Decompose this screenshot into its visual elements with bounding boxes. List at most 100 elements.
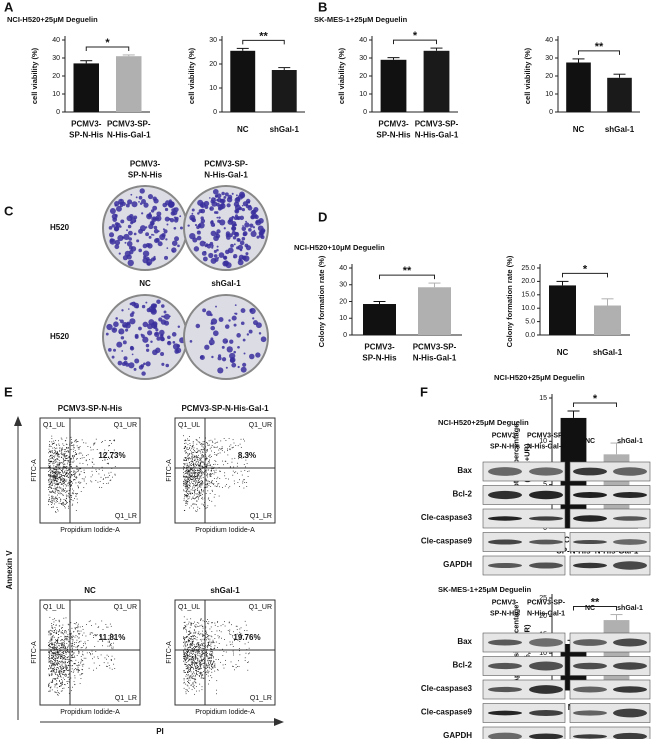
event (59, 680, 60, 681)
event (187, 448, 189, 450)
event (190, 461, 192, 463)
event (66, 485, 67, 487)
event (185, 657, 187, 659)
event (51, 438, 53, 440)
event (185, 488, 187, 490)
colony (159, 233, 166, 241)
event (108, 463, 109, 465)
event (205, 459, 207, 461)
event (104, 459, 106, 461)
event (191, 460, 193, 462)
event (186, 641, 187, 643)
event (198, 650, 200, 652)
event (83, 632, 85, 634)
blot-band (573, 710, 607, 716)
significance: * (413, 30, 418, 42)
event (209, 628, 211, 630)
event (208, 641, 209, 643)
event (65, 458, 67, 459)
event (64, 650, 66, 652)
event (78, 468, 80, 470)
event (201, 454, 203, 456)
event (235, 445, 237, 446)
event (203, 635, 205, 636)
event (222, 655, 224, 656)
event (68, 490, 70, 492)
event (190, 492, 192, 494)
x-tick-label: PCMV3-SP-N-His-Gal-1 (107, 120, 151, 140)
event (71, 504, 73, 506)
event (77, 627, 79, 629)
event (49, 444, 50, 445)
event (93, 444, 94, 446)
event (77, 486, 79, 488)
colony (118, 331, 121, 334)
event (222, 623, 224, 625)
event (241, 457, 243, 459)
event (200, 452, 202, 454)
event (62, 668, 64, 669)
event (206, 450, 208, 452)
event (64, 455, 66, 457)
event (60, 690, 62, 692)
blot-band (573, 467, 607, 476)
event (207, 637, 209, 639)
event (70, 622, 72, 624)
event (55, 472, 57, 474)
event (197, 647, 199, 649)
event (206, 652, 208, 654)
event (97, 640, 99, 642)
event (229, 629, 231, 631)
event (202, 642, 204, 644)
event (52, 490, 53, 492)
event (70, 459, 71, 461)
colony (199, 240, 206, 247)
event (65, 636, 67, 637)
colony (230, 243, 234, 248)
event (186, 650, 187, 652)
blot-strip (482, 508, 566, 529)
outer-y-label: Annexin V (5, 550, 14, 590)
event (64, 487, 66, 489)
bar (418, 287, 451, 335)
colony (148, 235, 152, 239)
event (184, 463, 186, 465)
event (212, 667, 213, 668)
y-tick-label: 10 (539, 650, 547, 657)
event (62, 478, 64, 480)
event (195, 463, 196, 465)
event (64, 452, 66, 454)
colony (153, 225, 158, 230)
event (201, 659, 203, 661)
event (186, 495, 188, 496)
blot-row: Bax (457, 637, 472, 646)
event (67, 623, 69, 625)
event (49, 466, 51, 468)
event (190, 668, 191, 670)
event (75, 635, 77, 636)
event (52, 475, 54, 477)
event (63, 644, 65, 646)
event (199, 462, 201, 464)
y-tick-label: 30 (359, 55, 367, 62)
event (51, 483, 53, 485)
event (74, 627, 76, 629)
event (238, 458, 240, 460)
event (207, 658, 209, 660)
event (205, 480, 207, 482)
event (78, 633, 80, 634)
event (55, 498, 57, 499)
event (51, 452, 53, 454)
colony (237, 345, 240, 349)
event (201, 651, 203, 653)
event (52, 506, 54, 508)
event (53, 636, 55, 638)
event (191, 458, 193, 460)
event (184, 475, 186, 477)
y-tick-label: 10 (359, 91, 367, 98)
event (214, 452, 215, 453)
event (199, 475, 201, 477)
colony (208, 339, 215, 346)
event (51, 502, 53, 503)
event (205, 633, 207, 635)
